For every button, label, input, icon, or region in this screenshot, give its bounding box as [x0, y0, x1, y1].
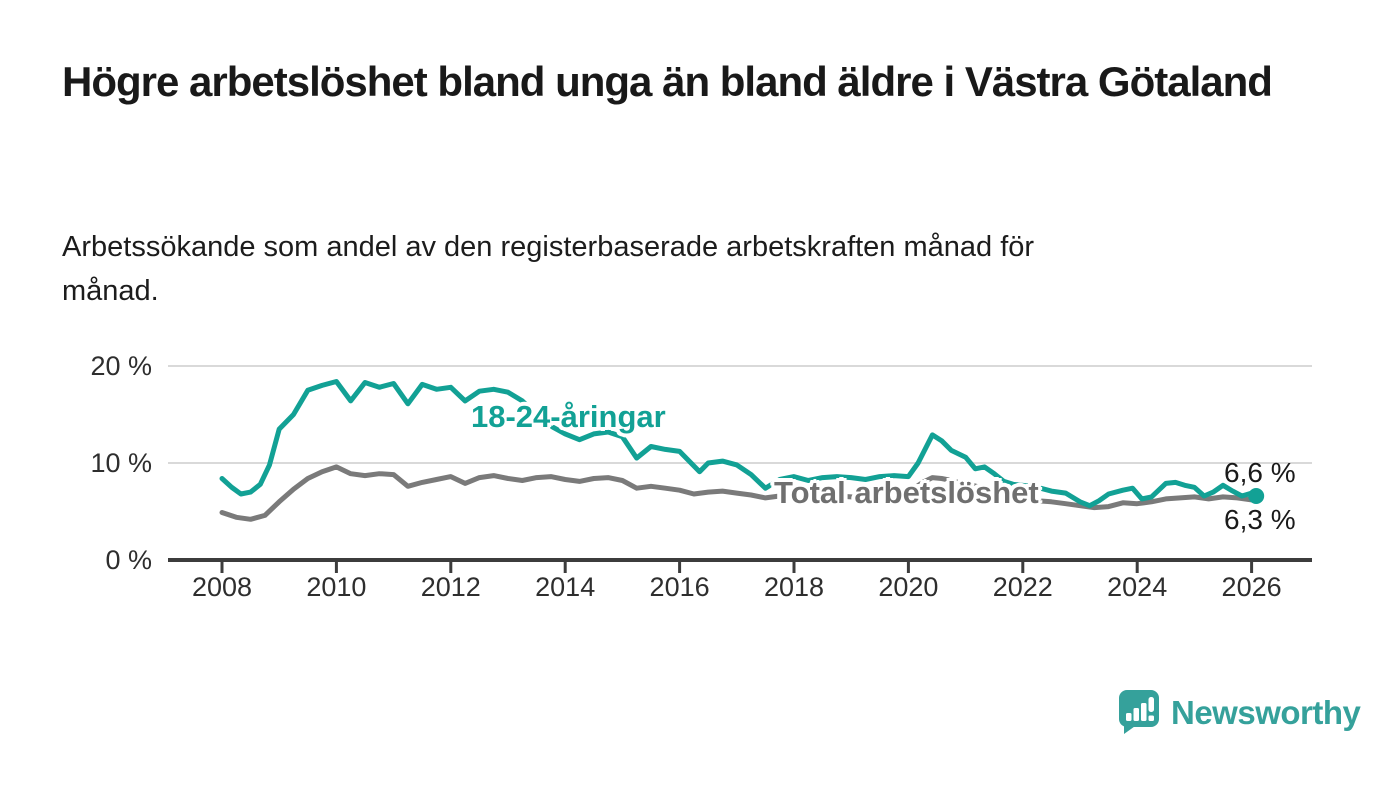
y-axis-tick-label: 10 %: [90, 448, 152, 478]
series-line-young: [219, 379, 1259, 509]
newsworthy-logo: Newsworthy: [1115, 689, 1361, 735]
x-axis-ticks: [220, 562, 1254, 573]
x-axis-tick-label: 2020: [878, 572, 939, 602]
series-lines: [219, 379, 1265, 522]
chart-subtitle: Arbetssökande som andel av den registerb…: [62, 231, 1035, 307]
end-value-total: 6,3 %: [1224, 504, 1296, 535]
end-value-young: 6,6 %: [1224, 457, 1296, 488]
x-axis-tick-label: 2010: [306, 572, 367, 602]
x-axis-tick-label: 2026: [1221, 572, 1282, 602]
newsworthy-logo-icon: [1119, 690, 1159, 734]
series-end-dot: [1248, 487, 1265, 504]
series-line-total: [219, 464, 1259, 522]
x-axis-tick-label: 2022: [992, 572, 1053, 602]
x-axis-tick-label: 2016: [649, 572, 710, 602]
series-label-total: Total arbetslöshet: [774, 475, 1039, 510]
y-axis-tick-label: 20 %: [90, 351, 152, 381]
chart-title: Högre arbetslöshet bland unga än bland ä…: [62, 58, 1273, 105]
x-axis-tick-label: 2014: [535, 572, 596, 602]
newsworthy-logo-text: Newsworthy: [1171, 693, 1361, 731]
x-axis-tick-label: 2018: [763, 572, 825, 602]
gridlines: [168, 365, 1312, 562]
y-axis-tick-label: 0 %: [105, 545, 152, 575]
x-axis-tick-label: 2024: [1107, 572, 1168, 602]
series-label-young: 18-24-åringar: [471, 399, 666, 434]
x-axis-tick-label: 2012: [420, 572, 481, 602]
x-axis-tick-label: 2008: [191, 572, 253, 602]
